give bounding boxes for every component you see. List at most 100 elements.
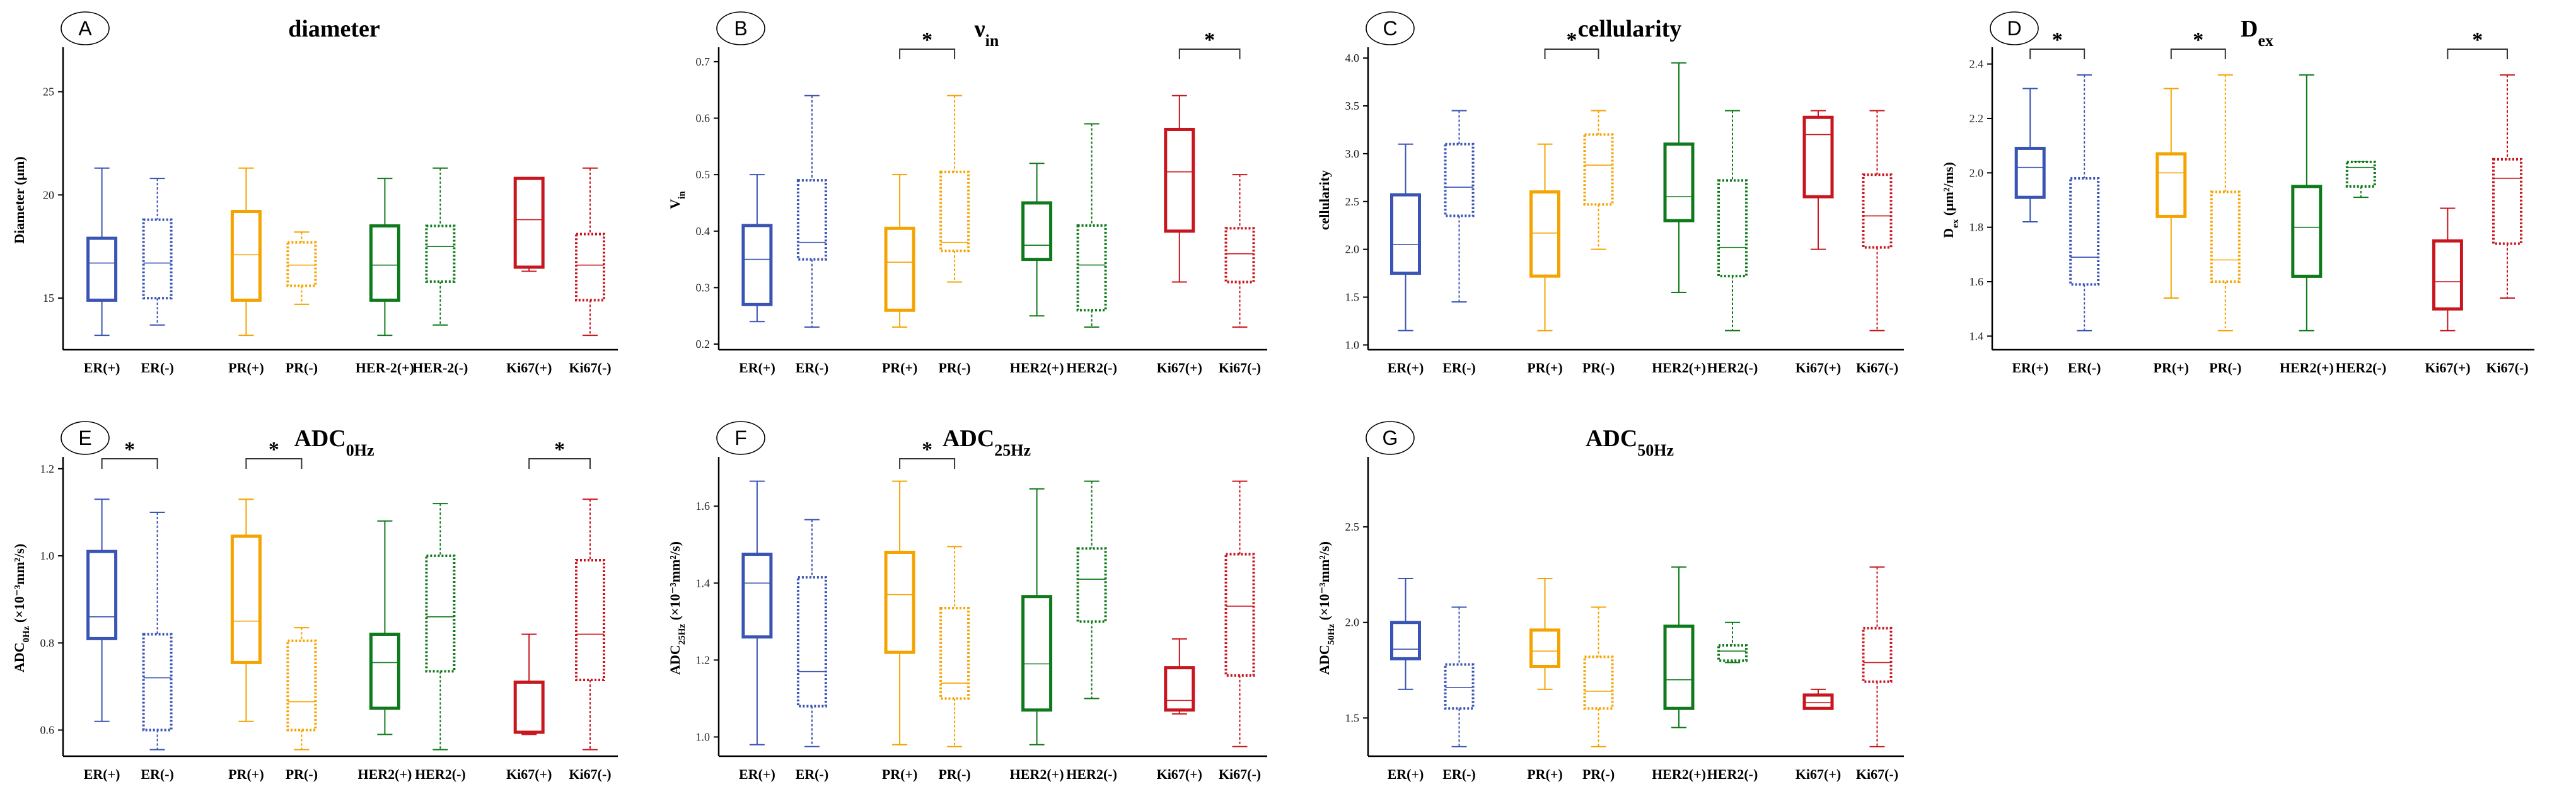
y-tick-label: 1.6 — [696, 500, 711, 512]
y-tick-label: 0.6 — [696, 112, 711, 125]
y-tick-label: 1.0 — [696, 730, 711, 743]
y-axis-label: ADC25Hz (×10⁻³mm²/s) — [667, 541, 687, 675]
x-tick-label: PR(-) — [2209, 360, 2241, 376]
box-iqr — [2345, 161, 2376, 188]
box-iqr — [513, 176, 545, 269]
x-tick-label: ER(-) — [1442, 766, 1476, 782]
box-iqr — [884, 226, 915, 312]
y-tick-label: 3.5 — [1345, 100, 1360, 112]
box-iqr — [796, 179, 827, 261]
box-iqr — [2014, 146, 2046, 199]
box-iqr — [1802, 115, 1834, 198]
x-tick-label: PR(-) — [938, 766, 970, 782]
box-2 — [884, 480, 915, 745]
significance-bracket: * — [899, 438, 956, 469]
box-6 — [513, 633, 545, 735]
x-tick-label: PR(+) — [882, 360, 918, 376]
x-tick-label: HER2(+) — [1652, 766, 1706, 782]
box-iqr — [86, 236, 118, 302]
box-7 — [2492, 74, 2522, 299]
box-iqr — [1802, 693, 1834, 710]
x-tick-label: Ki67(-) — [1219, 766, 1261, 782]
x-tick-label: HER2(+) — [2280, 360, 2334, 376]
x-tick-label: HER2(-) — [415, 766, 466, 782]
box-iqr — [369, 224, 400, 302]
box-4 — [369, 520, 400, 735]
y-tick-label: 2.5 — [1345, 521, 1360, 533]
x-tick-label: PR(-) — [1582, 360, 1615, 376]
x-tick-label: HER2(-) — [1707, 766, 1758, 782]
box-iqr — [939, 170, 970, 253]
significance-star: * — [269, 438, 279, 461]
significance-bracket: * — [528, 438, 591, 469]
significance-star: * — [1204, 28, 1215, 52]
significance-star: * — [922, 28, 932, 52]
box-1 — [2069, 74, 2100, 331]
x-tick-label: Ki67(+) — [1157, 360, 1202, 376]
x-tick-label: HER2(-) — [1066, 766, 1117, 782]
box-5 — [425, 503, 456, 751]
panel-title: diameter — [288, 16, 380, 42]
y-tick-label: 2.0 — [1345, 243, 1360, 256]
x-tick-label: HER2(-) — [1066, 360, 1117, 376]
y-axis-label: Dex (μm²/ms) — [1941, 162, 1961, 238]
box-4 — [2291, 74, 2323, 331]
x-tick-label: Ki67(+) — [1796, 766, 1841, 782]
y-tick-label: 1.8 — [1970, 221, 1984, 234]
box-iqr — [2291, 185, 2323, 278]
box-3 — [286, 627, 317, 751]
box-iqr — [884, 550, 915, 654]
box-iqr — [1390, 621, 1421, 660]
significance-bracket: * — [245, 438, 303, 469]
x-tick-label: PR(+) — [1527, 360, 1563, 376]
box-0 — [741, 480, 773, 745]
box-3 — [939, 95, 970, 283]
y-tick-label: 3.0 — [1345, 147, 1360, 160]
panel-title: ADC25Hz — [943, 425, 1031, 459]
box-5 — [1717, 621, 1748, 664]
y-tick-label: 1.4 — [696, 577, 711, 589]
x-tick-label: Ki67(-) — [1856, 766, 1898, 782]
box-iqr — [2432, 239, 2463, 311]
bracket-line — [2447, 49, 2508, 59]
box-1 — [1444, 110, 1475, 303]
box-4 — [1663, 62, 1695, 293]
y-tick-label: 0.8 — [40, 636, 55, 649]
panel-letter: E — [78, 427, 91, 449]
box-iqr — [142, 218, 173, 300]
panel-title: ADC50Hz — [1586, 425, 1674, 459]
x-tick-label: ER(-) — [2068, 360, 2101, 376]
box-1 — [796, 95, 827, 328]
box-iqr — [1164, 666, 1195, 712]
x-tick-label: HER2(+) — [1010, 766, 1064, 782]
box-3 — [1583, 110, 1614, 250]
x-tick-label: ER(+) — [2012, 360, 2048, 376]
box-6 — [1164, 638, 1195, 715]
y-tick-label: 2.0 — [1970, 166, 1984, 179]
significance-star: * — [554, 438, 565, 461]
x-tick-label: HER2(+) — [1652, 360, 1706, 376]
box-6 — [1802, 110, 1834, 250]
y-tick-label: 25 — [43, 86, 54, 98]
box-iqr — [1444, 663, 1475, 710]
significance-star: * — [124, 438, 135, 461]
box-iqr — [939, 607, 970, 700]
box-iqr — [1390, 193, 1421, 275]
box-iqr — [741, 224, 773, 306]
y-tick-label: 2.0 — [1345, 616, 1360, 629]
x-tick-label: ER(-) — [141, 360, 174, 376]
significance-bracket: * — [899, 28, 956, 59]
x-tick-label: HER2(+) — [1010, 360, 1064, 376]
box-2 — [1529, 578, 1560, 690]
x-tick-label: ER(+) — [1388, 360, 1424, 376]
box-6 — [1802, 688, 1834, 710]
y-tick-label: 0.4 — [696, 225, 711, 238]
y-tick-label: 2.4 — [1970, 58, 1984, 71]
y-axis-label: ADC50Hz (×10⁻³mm²/s) — [1316, 541, 1337, 675]
x-tick-label: Ki67(+) — [2425, 360, 2470, 376]
bracket-line — [2029, 49, 2086, 59]
significance-bracket: * — [2029, 28, 2086, 59]
x-tick-label: ER(+) — [84, 766, 120, 782]
x-tick-label: ER(-) — [1442, 360, 1476, 376]
box-iqr — [741, 553, 773, 639]
